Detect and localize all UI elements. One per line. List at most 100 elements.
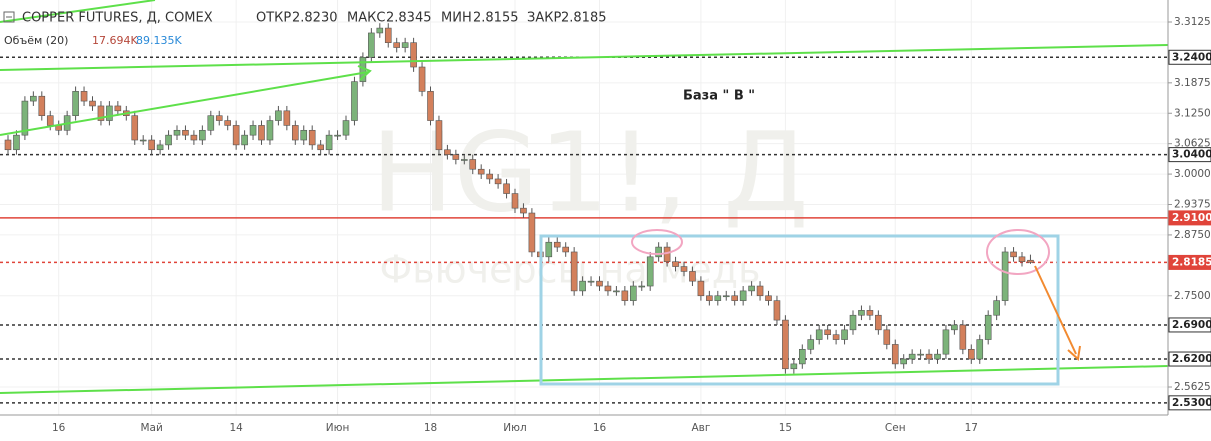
candle-body	[384, 27, 392, 43]
y-tick-label: 3.0625	[1174, 138, 1211, 150]
level-label-bg	[1168, 395, 1211, 411]
collapse-icon[interactable]	[3, 11, 15, 23]
candle-body	[984, 314, 992, 340]
candle-body	[148, 139, 155, 151]
candle-body	[72, 91, 79, 116]
candle-body	[942, 329, 950, 355]
candle-body	[714, 295, 722, 301]
candle-body	[697, 280, 705, 297]
candle-body	[993, 300, 1000, 316]
candle-body	[317, 144, 324, 151]
candle-body	[832, 334, 840, 340]
candle-body	[629, 285, 637, 301]
candle-body	[841, 329, 848, 340]
candle-body	[38, 95, 46, 116]
trend-line	[0, 71, 369, 136]
candle-body	[900, 358, 908, 365]
candle-body	[444, 149, 451, 155]
highlight-ellipse	[986, 229, 1050, 275]
y-tick-label: 3.3125	[1174, 16, 1211, 28]
x-tick-label: 15	[779, 422, 792, 434]
candle-body	[89, 100, 96, 107]
candle-body	[748, 285, 755, 292]
candle-body	[908, 353, 916, 360]
candle-body	[545, 241, 553, 258]
candle-body	[351, 81, 358, 121]
candle-body	[224, 120, 231, 126]
candle-body	[934, 353, 941, 360]
watermark-symbol: HG1!, Д	[371, 108, 809, 236]
high-label: МАКС	[347, 11, 385, 26]
range-box	[539, 234, 1060, 386]
forecast-arrow	[1034, 265, 1077, 355]
level-label-bg	[1168, 147, 1211, 163]
candle-body	[199, 129, 206, 141]
candle-body	[46, 115, 54, 126]
level-label: 3.2400	[1172, 51, 1211, 63]
level-label: 2.6900	[1172, 319, 1211, 331]
level-label-bg	[1168, 351, 1211, 367]
candle-body	[596, 280, 603, 287]
x-tick-label: 17	[965, 422, 978, 434]
candle-body	[722, 295, 730, 298]
level-label-bg	[1168, 254, 1211, 270]
candle-body	[959, 324, 967, 350]
candle-body	[80, 91, 88, 102]
candle-body	[207, 115, 215, 131]
candle-body	[190, 134, 198, 141]
candle-body	[528, 212, 536, 253]
candle-body	[917, 353, 924, 356]
watermark-description: Фьючерсы на медь	[380, 248, 761, 292]
candle-body	[511, 193, 519, 209]
candle-body	[1027, 259, 1034, 263]
candle-body	[300, 129, 308, 141]
candle-body	[232, 125, 240, 146]
candle-body	[967, 348, 975, 360]
x-tick-label: Сен	[885, 422, 906, 434]
candle-body	[275, 110, 282, 121]
axes: 3.3125 3.1875 3.1250 3.0625 3.0000 2.9375 2.87…	[52, 16, 1211, 434]
x-tick-label: Май	[140, 422, 162, 434]
level-label: 3.0400	[1172, 149, 1211, 161]
candle-body	[410, 42, 417, 68]
arrow-head	[357, 65, 372, 81]
candle-body	[520, 207, 527, 214]
low-value: 2.8155	[473, 11, 519, 26]
candle-body	[460, 159, 468, 161]
candle-body	[376, 27, 384, 34]
candle-body	[139, 139, 147, 142]
candle-body	[308, 129, 316, 146]
candle-body	[106, 105, 113, 121]
y-tick-label: 3.1875	[1174, 77, 1211, 89]
trend-line	[0, 44, 1169, 71]
candle-body	[579, 280, 586, 292]
candle-body	[131, 115, 139, 141]
volume-value: 17.694K	[92, 34, 138, 47]
candle-body	[291, 125, 299, 141]
candle-body	[342, 120, 350, 136]
candle-body	[477, 168, 485, 175]
candle-body	[469, 159, 477, 170]
level-label: 2.9100	[1172, 212, 1211, 224]
high-value: 2.8345	[386, 11, 432, 26]
candle-body	[756, 285, 764, 297]
x-tick-label: Июн	[326, 422, 350, 434]
candle-body	[165, 134, 172, 146]
y-tick-label: 2.5625	[1174, 381, 1211, 393]
candle-body	[655, 246, 662, 258]
candle-body	[883, 329, 891, 345]
candle-body	[1001, 251, 1009, 301]
x-tick-label: Авг	[691, 422, 710, 434]
candle-body	[553, 241, 561, 248]
candle-body	[638, 285, 646, 288]
candle-body	[241, 134, 248, 146]
candle-body	[765, 295, 772, 301]
candle-body	[114, 105, 122, 112]
drawings	[0, 0, 1169, 394]
candle-body	[858, 310, 865, 316]
y-tick-label: 3.1250	[1174, 107, 1211, 119]
x-tick-label: 16	[593, 422, 607, 434]
candle-body	[368, 32, 375, 58]
